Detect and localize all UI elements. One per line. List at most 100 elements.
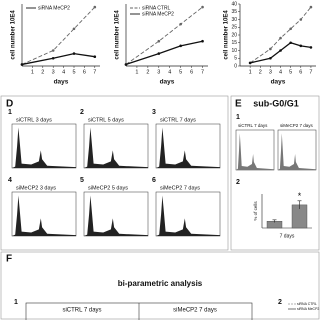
- plot-label: siCTRL 7 days: [62, 308, 101, 314]
- histogram: [156, 127, 220, 168]
- histogram: [12, 127, 76, 168]
- y-tick-label: 30: [231, 17, 237, 23]
- point: [299, 18, 303, 21]
- x-tick-label: 3: [52, 69, 55, 75]
- panel-title: sub-G0/G1: [253, 98, 299, 108]
- series-line: [21, 6, 96, 65]
- sub-number: 2: [278, 299, 282, 306]
- sub-number: 2: [236, 179, 240, 186]
- point: [289, 27, 292, 31]
- hist-label: siCTRL 7 days: [238, 123, 268, 128]
- x-tick-label: 5: [289, 69, 292, 75]
- sub-number: 3: [152, 109, 156, 116]
- point: [279, 49, 282, 52]
- histogram: [156, 195, 220, 236]
- histogram: [84, 127, 148, 168]
- point: [269, 56, 272, 60]
- plot-label: siMeCP2 7 days: [173, 308, 217, 314]
- panel-letter: E: [235, 99, 242, 110]
- y-tick-label: 5: [234, 56, 237, 62]
- point: [179, 44, 182, 48]
- point: [248, 61, 252, 65]
- x-tick-label: 4: [168, 69, 171, 75]
- legend-label: siRNA MeCP2: [297, 307, 319, 311]
- x-tick-label: 7: [93, 69, 96, 75]
- hist-label: siCTRL 5 days: [88, 117, 124, 123]
- y-tick-label: 15: [231, 40, 237, 46]
- point: [179, 22, 182, 26]
- point: [124, 63, 128, 66]
- point: [51, 49, 55, 52]
- x-axis-label: days: [271, 79, 286, 86]
- sub-number: 5: [80, 177, 84, 184]
- x-tick-label: 5: [72, 69, 75, 75]
- x-tick-label: 2: [146, 69, 149, 75]
- histogram: [84, 195, 148, 236]
- y-tick-label: 10: [231, 48, 237, 54]
- x-tick-label: 1: [135, 69, 138, 75]
- series-line: [249, 42, 312, 64]
- point: [93, 5, 97, 9]
- x-tick-label: 1: [31, 69, 34, 75]
- series-line: [249, 6, 312, 64]
- y-tick-label: 25: [231, 25, 237, 31]
- legend-label: siRNA CTRL: [297, 302, 317, 306]
- y-tick-label: 20: [231, 32, 237, 38]
- x-tick-label: 3: [269, 69, 272, 75]
- hist-label: siCTRL 3 days: [16, 117, 52, 123]
- sub-number: 1: [14, 299, 18, 306]
- x-axis-label: days: [160, 79, 175, 86]
- hist-label: siMeCP2 3 days: [16, 185, 56, 191]
- point: [309, 5, 313, 9]
- legend-label: siRNA CTRL: [142, 5, 171, 11]
- legend-label: siRNA MeCP2: [142, 11, 174, 17]
- x-tick-label: 7: [201, 69, 204, 75]
- point: [72, 27, 76, 31]
- x-tick-label: 1: [249, 69, 252, 75]
- series-line: [21, 52, 95, 66]
- hist-label: siMeCP2 7 days: [280, 123, 314, 128]
- x-tick-label: 2: [41, 69, 44, 75]
- x-tick-label: 4: [62, 69, 65, 75]
- sub-number: 1: [236, 114, 240, 121]
- y-axis-label: cell number 10E4: [11, 10, 17, 60]
- point: [269, 47, 272, 51]
- x-tick-label: 6: [83, 69, 86, 75]
- histogram: [236, 133, 274, 170]
- point: [20, 63, 24, 66]
- x-tick-label: 6: [190, 69, 193, 75]
- histogram: [12, 195, 76, 236]
- panel-letter: F: [6, 254, 12, 265]
- point: [72, 52, 76, 55]
- hist-label: siMeCP2 7 days: [160, 185, 200, 191]
- sub-number: 6: [152, 177, 156, 184]
- point: [279, 36, 282, 40]
- point: [309, 46, 313, 49]
- panel-letter: D: [6, 99, 13, 110]
- x-axis-label: 7 days: [280, 233, 295, 239]
- y-axis-label: % of cells: [253, 201, 258, 221]
- panel-title: bi-parametric analysis: [118, 279, 203, 288]
- panel-e-frame: [230, 95, 320, 251]
- x-tick-label: 2: [259, 69, 262, 75]
- y-axis-label: cell number 10E4: [224, 10, 230, 60]
- y-tick-label: 0: [234, 63, 237, 69]
- x-tick-label: 6: [299, 69, 302, 75]
- x-tick-label: 7: [309, 69, 312, 75]
- legend-label: siRNA MeCP2: [38, 5, 70, 11]
- point: [299, 44, 303, 48]
- series-line: [125, 40, 203, 66]
- x-tick-label: 3: [157, 69, 160, 75]
- point: [201, 5, 204, 9]
- x-tick-label: 4: [279, 69, 282, 75]
- annotation: *: [298, 191, 302, 201]
- x-axis-label: days: [54, 79, 69, 86]
- y-tick-label: 40: [231, 1, 237, 7]
- y-tick-label: 35: [231, 9, 237, 15]
- panel-f-frame: [0, 251, 320, 320]
- point: [51, 56, 55, 60]
- point: [93, 55, 97, 58]
- point: [289, 41, 292, 45]
- point: [157, 52, 161, 55]
- point: [157, 39, 161, 43]
